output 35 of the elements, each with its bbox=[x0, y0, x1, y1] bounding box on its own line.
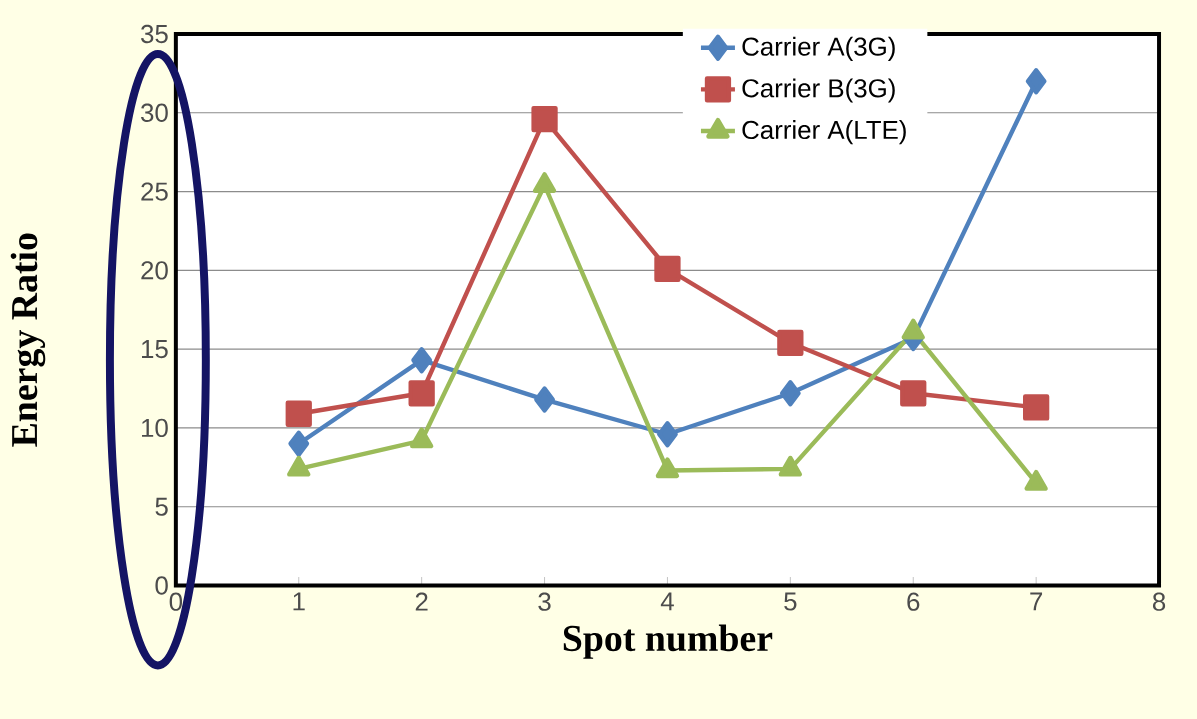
point bbox=[1023, 394, 1050, 421]
point bbox=[657, 420, 678, 448]
y-axis-title: Energy Ratio bbox=[10, 233, 46, 447]
point bbox=[654, 255, 681, 282]
point bbox=[1025, 67, 1047, 95]
x-tick-label: 6 bbox=[907, 592, 920, 611]
x-tick-label: 4 bbox=[660, 592, 674, 611]
y-tick-label: 35 bbox=[141, 24, 168, 43]
y-tick-label: 15 bbox=[142, 339, 168, 358]
point bbox=[779, 379, 801, 407]
y-tick-label: 30 bbox=[141, 103, 168, 122]
x-tick-label: 0 bbox=[169, 592, 183, 611]
y-tick-label: 5 bbox=[155, 497, 168, 516]
y-tick-label: 25 bbox=[141, 182, 168, 201]
y-tick-label: 20 bbox=[141, 260, 168, 280]
x-tick-label: 8 bbox=[1152, 592, 1166, 611]
x-tick-label: 7 bbox=[1030, 592, 1043, 611]
y-tick-label: 10 bbox=[142, 418, 168, 437]
x-tick-label: 2 bbox=[415, 592, 428, 611]
legend-label: Carrier B(3G) bbox=[742, 78, 895, 103]
point bbox=[408, 379, 435, 407]
point bbox=[288, 430, 310, 457]
x-tick-label: 5 bbox=[784, 592, 797, 611]
point bbox=[531, 105, 558, 132]
point bbox=[411, 346, 433, 374]
x-axis-title: Spot number bbox=[563, 624, 773, 659]
legend-label: Carrier A(LTE) bbox=[742, 119, 906, 145]
point bbox=[777, 329, 804, 356]
point bbox=[900, 379, 927, 407]
x-tick-label: 1 bbox=[293, 592, 305, 611]
y-tick-label: 0 bbox=[155, 576, 168, 595]
point bbox=[534, 386, 555, 413]
point bbox=[285, 400, 312, 427]
legend-label: Carrier A(3G) bbox=[742, 36, 895, 61]
x-tick-label: 3 bbox=[538, 592, 551, 611]
